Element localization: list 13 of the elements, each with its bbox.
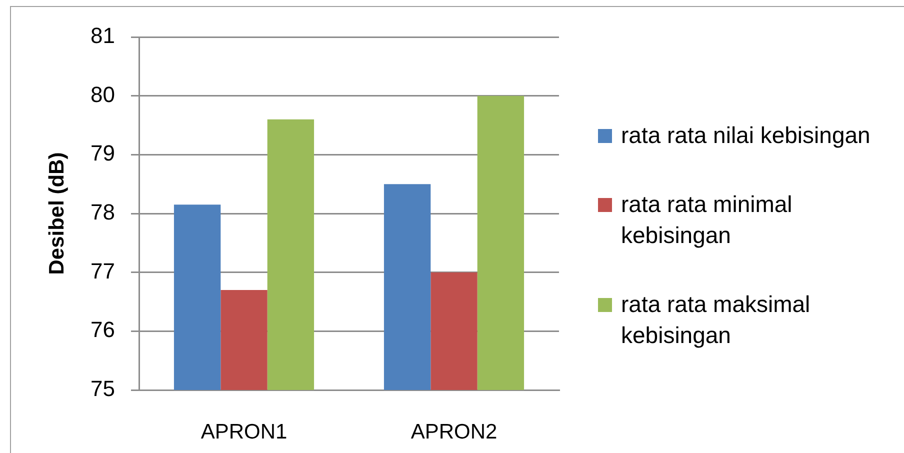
- y-tick-label: 75: [90, 376, 115, 402]
- legend-label: rata rata minimal kebisingan: [621, 190, 794, 250]
- y-axis-title: Desibel (dB): [45, 152, 68, 275]
- y-tick-label: 81: [90, 23, 115, 48]
- legend-label: rata rata nilai kebisingan: [621, 121, 872, 150]
- y-tick-label: 80: [90, 82, 115, 107]
- y-tick-label: 77: [90, 258, 115, 284]
- x-tick-label: APRON2: [410, 420, 498, 444]
- legend-label: rata rata maksimal kebisingan: [621, 290, 812, 350]
- y-tick-label: 76: [90, 317, 115, 342]
- y-tick-label: 79: [90, 140, 115, 166]
- y-tick-label: 78: [90, 200, 115, 225]
- x-tick-label: APRON1: [200, 420, 288, 444]
